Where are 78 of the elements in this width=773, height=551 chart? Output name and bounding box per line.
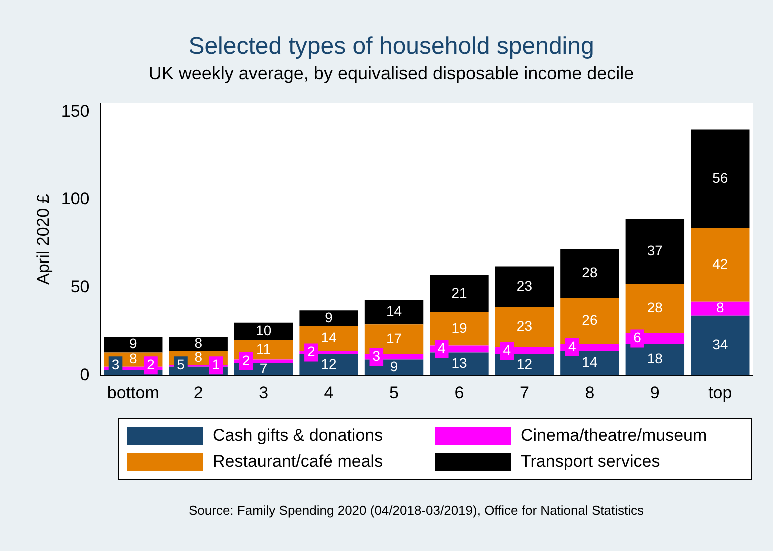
- bar: [691, 130, 750, 228]
- legend-label: Restaurant/café meals: [213, 452, 384, 472]
- data-label: 9: [129, 336, 138, 352]
- data-label: 9: [390, 358, 398, 375]
- data-label: 26: [582, 312, 598, 328]
- bar: [626, 344, 685, 376]
- bar: [104, 336, 163, 353]
- x-tick-label: 6: [454, 383, 464, 402]
- x-tick-label: top: [708, 383, 732, 402]
- data-label: 37: [647, 242, 664, 259]
- data-label: 2: [308, 344, 316, 360]
- data-label: 34: [712, 336, 728, 353]
- data-label: 2: [147, 356, 156, 372]
- y-tick-label: 150: [61, 102, 90, 121]
- y-tick-label: 100: [61, 190, 90, 209]
- data-label: 1: [212, 356, 220, 372]
- data-label: 42: [712, 256, 728, 272]
- bar: [560, 351, 620, 376]
- chart-title: Selected types of household spending: [188, 33, 594, 60]
- data-label: 18: [647, 350, 664, 367]
- bar: [691, 228, 750, 302]
- data-label: 14: [386, 303, 402, 320]
- data-label: 7: [260, 360, 268, 376]
- bar: [691, 302, 750, 316]
- x-tick-label: 9: [650, 383, 660, 402]
- data-label: 4: [438, 340, 446, 356]
- data-label: 19: [452, 320, 468, 336]
- data-label: 8: [194, 348, 203, 365]
- bar: [430, 276, 489, 312]
- y-tick-label: 50: [70, 277, 90, 296]
- legend-label: Transport services: [521, 452, 660, 472]
- data-label: 10: [256, 322, 272, 339]
- data-label: 28: [647, 300, 664, 316]
- x-tick-label: 3: [259, 383, 269, 402]
- bar: [234, 322, 294, 340]
- x-tick-label: bottom: [107, 383, 160, 402]
- data-label: 17: [386, 330, 402, 346]
- x-tick-label: 7: [520, 383, 530, 402]
- data-label: 4: [568, 338, 576, 354]
- data-label: 13: [452, 355, 468, 372]
- data-label: 11: [256, 340, 272, 357]
- data-label: 2: [242, 352, 250, 368]
- bar: [626, 219, 685, 284]
- data-label: 21: [452, 284, 468, 301]
- data-label: 4: [503, 342, 512, 358]
- data-label: 14: [321, 330, 338, 346]
- bar: [300, 310, 358, 326]
- data-label: 56: [712, 170, 728, 186]
- legend-label: Cinema/theatre/museum: [521, 426, 708, 446]
- data-label: 23: [516, 278, 533, 294]
- x-tick-label: 5: [390, 383, 400, 402]
- x-tick-label: 2: [194, 383, 204, 402]
- data-label: 5: [177, 356, 186, 372]
- y-tick-label: 0: [80, 365, 90, 384]
- source-note: Source: Family Spending 2020 (04/2018-03/2019), Office for National Statistics: [188, 503, 645, 518]
- data-label: 3: [372, 348, 381, 364]
- chart-subtitle: UK weekly average, by equivalised disposable income decile: [148, 64, 634, 84]
- data-label: 8: [129, 350, 138, 367]
- data-label: 12: [321, 356, 338, 372]
- x-tick-label: 4: [324, 383, 334, 402]
- data-label: 3: [112, 356, 120, 372]
- data-label: 14: [582, 354, 598, 370]
- legend-label: Cash gifts & donations: [213, 426, 384, 446]
- bar: [691, 316, 750, 376]
- data-label: 23: [516, 318, 533, 334]
- data-label: 12: [516, 356, 533, 372]
- bar: [626, 284, 685, 334]
- bar: [364, 300, 424, 325]
- data-label: 28: [582, 264, 598, 281]
- data-label: 8: [716, 300, 724, 316]
- bar: [560, 249, 620, 298]
- data-label: 8: [194, 334, 203, 351]
- bar: [169, 336, 228, 352]
- data-label: 6: [634, 330, 642, 346]
- x-tick-label: 8: [585, 383, 595, 402]
- bar: [495, 266, 554, 308]
- data-label: 9: [325, 309, 334, 326]
- y-axis-title: April 2020 £: [34, 194, 53, 285]
